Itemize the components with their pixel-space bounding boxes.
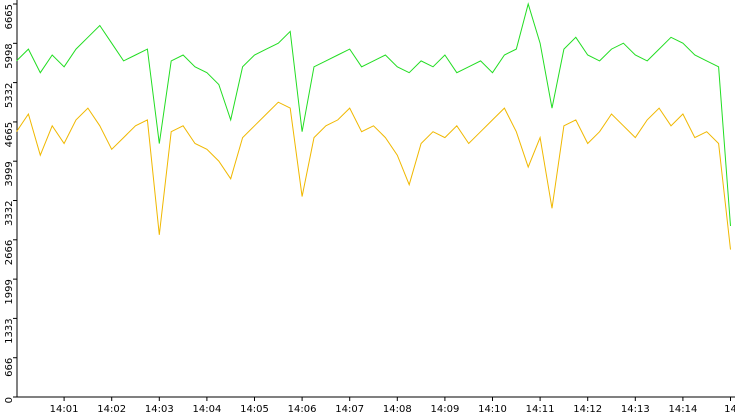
x-tick-label: 14:03	[145, 404, 174, 415]
x-tick-label: 14:07	[335, 404, 364, 415]
y-tick-label: 5332	[4, 83, 15, 108]
x-tick-label: 14:10	[478, 404, 507, 415]
x-tick-label: 14:11	[526, 404, 555, 415]
x-tick-label: 14	[724, 404, 735, 415]
x-tick-label: 14:13	[621, 404, 650, 415]
x-tick-label: 14:04	[192, 404, 221, 415]
x-tick-label: 14:08	[383, 404, 412, 415]
x-tick-label: 14:06	[288, 404, 317, 415]
y-tick-label: 0	[4, 397, 15, 403]
y-tick-label: 3332	[4, 201, 15, 226]
x-tick-label: 14:09	[430, 404, 459, 415]
y-tick-label: 1333	[4, 318, 15, 343]
x-tick-label: 14:01	[50, 404, 79, 415]
y-tick-label: 1999	[4, 279, 15, 304]
y-tick-label: 666	[4, 358, 15, 377]
y-tick-label: 4665	[4, 122, 15, 147]
series-line	[16, 2, 731, 227]
y-tick-label: 2666	[4, 240, 15, 265]
series-line	[16, 101, 731, 250]
x-tick-label: 14:12	[573, 404, 602, 415]
y-tick-label: 6665	[4, 4, 15, 29]
y-tick-label: 5998	[4, 43, 15, 68]
x-tick-label: 14:14	[668, 404, 697, 415]
x-tick-label: 14:05	[240, 404, 269, 415]
y-tick-label: 3999	[4, 161, 15, 186]
x-tick-label: 14:02	[97, 404, 126, 415]
